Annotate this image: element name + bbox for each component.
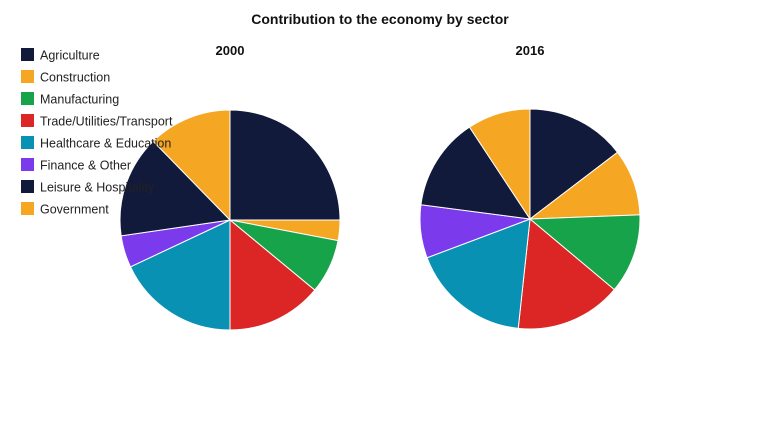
legend-swatch-5 — [21, 158, 34, 171]
legend-item-2[interactable]: Manufacturing — [21, 92, 119, 107]
legend-label-7: Government — [40, 203, 109, 217]
legend-swatch-6 — [21, 180, 34, 193]
legend-swatch-4 — [21, 136, 34, 149]
legend-label-1: Construction — [40, 71, 110, 85]
legend-label-6: Leisure & Hospitality — [40, 181, 155, 195]
pie-slice-2000-7[interactable] — [152, 109, 231, 222]
pie-slice-2016-0[interactable] — [529, 108, 619, 221]
pie-slice-2016-4[interactable] — [426, 218, 531, 329]
pie-slice-2016-7[interactable] — [468, 108, 531, 221]
legend-swatch-3 — [21, 114, 34, 127]
pie-title-2000: 2000 — [216, 43, 245, 58]
legend-item-5[interactable]: Finance & Other — [21, 158, 131, 173]
pie-2000 — [119, 109, 341, 331]
pie-slice-2000-6[interactable] — [119, 140, 232, 237]
legend-item-7[interactable]: Government — [21, 202, 109, 217]
pie-slice-2016-6[interactable] — [420, 126, 532, 220]
legend-label-2: Manufacturing — [40, 93, 119, 107]
chart-title: Contribution to the economy by sector — [251, 11, 509, 27]
legend-item-3[interactable]: Trade/Utilities/Transport — [21, 114, 173, 129]
legend-swatch-7 — [21, 202, 34, 215]
legend-label-5: Finance & Other — [40, 159, 131, 173]
legend-label-3: Trade/Utilities/Transport — [40, 115, 173, 129]
legend-item-4[interactable]: Healthcare & Education — [21, 136, 171, 151]
pie-slice-2000-4[interactable] — [129, 219, 231, 331]
pie-slice-2016-3[interactable] — [517, 218, 616, 330]
legend: Agriculture Construction Manufacturing Trad… — [21, 48, 173, 217]
legend-swatch-2 — [21, 92, 34, 105]
legend-item-6[interactable]: Leisure & Hospitality — [21, 180, 155, 195]
legend-label-0: Agriculture — [40, 49, 100, 63]
legend-item-0[interactable]: Agriculture — [21, 48, 100, 63]
legend-swatch-0 — [21, 48, 34, 61]
legend-item-1[interactable]: Construction — [21, 70, 110, 85]
pie-title-2016: 2016 — [516, 43, 545, 58]
pie-slice-2000-0[interactable] — [229, 109, 341, 221]
pie-2016 — [419, 108, 641, 330]
legend-label-4: Healthcare & Education — [40, 137, 171, 151]
pie-slice-2000-3[interactable] — [229, 218, 316, 331]
pie-slice-2016-2[interactable] — [528, 214, 641, 291]
legend-swatch-1 — [21, 70, 34, 83]
